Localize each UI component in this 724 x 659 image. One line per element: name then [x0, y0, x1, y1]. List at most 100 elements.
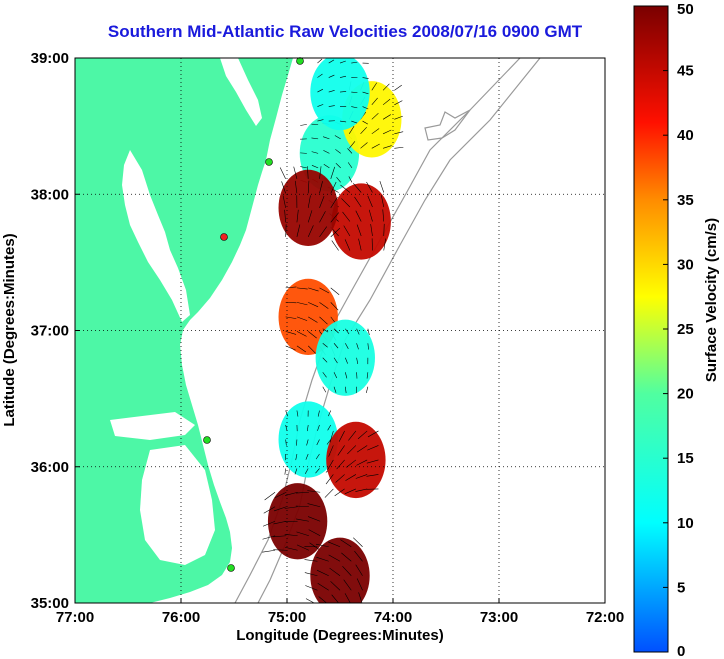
- station-marker: [296, 57, 304, 65]
- velocity-vector: [326, 439, 331, 445]
- velocity-vector: [366, 181, 373, 193]
- velocity-vector: [296, 531, 309, 537]
- velocity-vector: [285, 410, 289, 417]
- velocity-vector: [317, 583, 329, 591]
- velocity-vector: [308, 302, 319, 308]
- velocity-vector: [284, 546, 298, 551]
- velocity-patch: [324, 421, 386, 499]
- velocity-vector: [284, 468, 286, 475]
- velocity-vector: [394, 100, 403, 106]
- velocity-vector: [367, 430, 379, 438]
- velocity-vector: [322, 357, 328, 363]
- velocity-vector: [307, 210, 313, 223]
- velocity-vector: [366, 459, 379, 464]
- velocity-vector: [296, 518, 309, 522]
- velocity-vector: [322, 343, 328, 348]
- velocity-vector: [273, 549, 287, 551]
- velocity-vector: [316, 439, 320, 446]
- velocity-vector: [330, 197, 338, 209]
- velocity-vector: [344, 239, 351, 251]
- velocity-vector: [355, 210, 362, 222]
- velocity-vector: [311, 151, 319, 154]
- velocity-vector: [343, 225, 351, 237]
- velocity-vector: [307, 503, 321, 508]
- velocity-vector: [328, 90, 335, 93]
- velocity-vector: [315, 543, 329, 548]
- colorbar-tick-label: 15: [677, 450, 694, 467]
- velocity-vector: [334, 488, 345, 497]
- velocity-vector: [366, 372, 369, 379]
- velocity-vector: [360, 127, 367, 135]
- velocity-vector: [295, 505, 309, 508]
- velocity-vector: [394, 146, 404, 149]
- velocity-vector: [311, 137, 319, 140]
- velocity-cell: [331, 183, 391, 260]
- velocity-vector: [330, 302, 339, 311]
- velocity-vector: [367, 445, 379, 451]
- velocity-vector: [318, 596, 328, 603]
- velocity-vector: [285, 316, 297, 319]
- velocity-vector: [348, 126, 355, 134]
- velocity-vector: [367, 328, 370, 335]
- velocity-vector: [334, 135, 341, 140]
- velocity-vector: [345, 328, 350, 335]
- velocity-vector: [319, 181, 323, 194]
- velocity-vector: [285, 331, 297, 335]
- velocity-vector: [341, 552, 352, 562]
- velocity-vector: [379, 180, 385, 193]
- velocity-vector: [296, 544, 310, 551]
- velocity-vector: [319, 211, 326, 223]
- velocity-vector: [353, 537, 363, 547]
- velocity-vector: [356, 328, 360, 335]
- colorbar-tick-label: 35: [677, 192, 694, 209]
- velocity-vector: [273, 506, 287, 512]
- velocity-vector: [338, 430, 345, 442]
- velocity-vector: [330, 227, 341, 238]
- velocity-vector: [307, 516, 321, 522]
- velocity-vector: [307, 225, 314, 237]
- velocity-vector: [382, 114, 391, 120]
- velocity-vector: [304, 468, 309, 475]
- velocity-vector: [328, 554, 341, 562]
- x-tick-label: 77:00: [56, 609, 94, 626]
- velocity-vector: [330, 581, 341, 591]
- velocity-vector: [339, 60, 346, 64]
- velocity-vector: [344, 488, 357, 495]
- y-tick-label: 36:00: [31, 459, 69, 476]
- colorbar-tick-label: 45: [677, 63, 694, 80]
- velocity-vector: [323, 163, 330, 169]
- velocity-vector: [382, 145, 392, 149]
- station-marker: [203, 436, 211, 444]
- velocity-vector: [345, 474, 357, 481]
- velocity-vector: [370, 223, 373, 237]
- velocity-vector: [345, 386, 347, 394]
- velocity-vector: [339, 75, 347, 78]
- y-tick-label: 35:00: [31, 595, 69, 612]
- velocity-vector: [355, 564, 363, 576]
- velocity-vector: [306, 439, 309, 446]
- velocity-vector: [366, 474, 379, 477]
- velocity-vector: [325, 474, 334, 485]
- velocity-vector: [296, 302, 308, 306]
- velocity-vector: [330, 212, 339, 223]
- velocity-vector: [327, 541, 341, 548]
- velocity-vector: [324, 488, 334, 498]
- velocity-vector: [355, 488, 368, 492]
- velocity-vector: [305, 598, 315, 603]
- velocity-vector: [284, 491, 298, 496]
- velocity-vector: [296, 331, 307, 337]
- velocity-vector: [296, 209, 299, 223]
- velocity-fields: [262, 58, 404, 603]
- velocity-vector: [349, 141, 356, 149]
- velocity-vector: [273, 520, 287, 525]
- velocity-vector: [356, 459, 368, 466]
- velocity-vector: [262, 520, 276, 527]
- velocity-vector: [360, 142, 368, 149]
- velocity-vector: [333, 372, 338, 379]
- velocity-vector: [335, 474, 345, 483]
- velocity-vector: [356, 224, 362, 237]
- velocity-vector: [347, 162, 353, 169]
- velocity-vector: [357, 430, 368, 440]
- velocity-vector: [356, 357, 359, 365]
- velocity-patch: [278, 401, 338, 478]
